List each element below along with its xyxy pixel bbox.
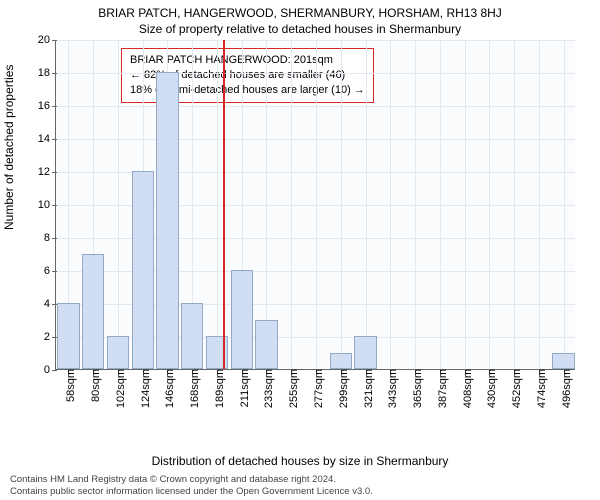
bar [552,353,574,370]
gridline-v [366,40,367,369]
gridline-v [539,40,540,369]
x-tick-label: 496sqm [555,369,573,408]
page-subtitle: Size of property relative to detached ho… [0,22,600,36]
y-tick-label: 20 [38,34,56,46]
gridline-v [514,40,515,369]
y-tick-label: 8 [44,232,56,244]
bar [156,72,178,369]
bar [82,254,104,370]
bar [330,353,352,370]
gridline-v [341,40,342,369]
gridline-v [316,40,317,369]
bar [255,320,277,370]
bar [206,336,228,369]
x-tick-label: 474sqm [530,369,548,408]
gridline-v [489,40,490,369]
gridline-v [415,40,416,369]
y-tick-label: 0 [44,364,56,376]
x-tick-label: 189sqm [208,369,226,408]
bar [354,336,376,369]
x-tick-label: 58sqm [59,369,77,402]
x-tick-label: 124sqm [134,369,152,408]
y-tick-label: 14 [38,133,56,145]
bar [57,303,79,369]
x-tick-label: 255sqm [282,369,300,408]
y-tick-label: 16 [38,100,56,112]
y-axis-label: Number of detached properties [2,65,16,230]
bar [231,270,253,369]
x-tick-label: 102sqm [109,369,127,408]
annotation-line: BRIAR PATCH HANGERWOOD: 201sqm [130,53,365,68]
x-tick-label: 343sqm [381,369,399,408]
y-tick-label: 2 [44,331,56,343]
x-tick-label: 365sqm [406,369,424,408]
x-axis-label: Distribution of detached houses by size … [0,454,600,468]
y-tick-label: 12 [38,166,56,178]
footer-line-1: Contains HM Land Registry data © Crown c… [10,474,590,486]
x-tick-label: 80sqm [84,369,102,402]
bar [107,336,129,369]
gridline-v [217,40,218,369]
y-tick-label: 6 [44,265,56,277]
y-tick-label: 18 [38,67,56,79]
x-tick-label: 408sqm [456,369,474,408]
x-tick-label: 146sqm [158,369,176,408]
gridline-v [390,40,391,369]
y-tick-label: 4 [44,298,56,310]
plot-area: BRIAR PATCH HANGERWOOD: 201sqm← 82% of d… [55,40,575,370]
x-tick-label: 168sqm [183,369,201,408]
x-tick-label: 277sqm [307,369,325,408]
gridline-v [440,40,441,369]
gridline-v [118,40,119,369]
x-tick-label: 430sqm [480,369,498,408]
x-tick-label: 211sqm [233,369,251,407]
x-tick-label: 321sqm [357,369,375,408]
footer-attribution: Contains HM Land Registry data © Crown c… [10,474,590,498]
gridline-v [564,40,565,369]
chart-container: BRIAR PATCH, HANGERWOOD, SHERMANBURY, HO… [0,0,600,500]
page-title: BRIAR PATCH, HANGERWOOD, SHERMANBURY, HO… [0,6,600,20]
bar [132,171,154,369]
x-tick-label: 233sqm [257,369,275,408]
footer-line-2: Contains public sector information licen… [10,486,590,498]
y-tick-label: 10 [38,199,56,211]
bar [181,303,203,369]
reference-line [223,40,225,369]
x-tick-label: 299sqm [332,369,350,408]
x-tick-label: 452sqm [505,369,523,408]
x-tick-label: 387sqm [431,369,449,408]
gridline-v [465,40,466,369]
gridline-v [291,40,292,369]
